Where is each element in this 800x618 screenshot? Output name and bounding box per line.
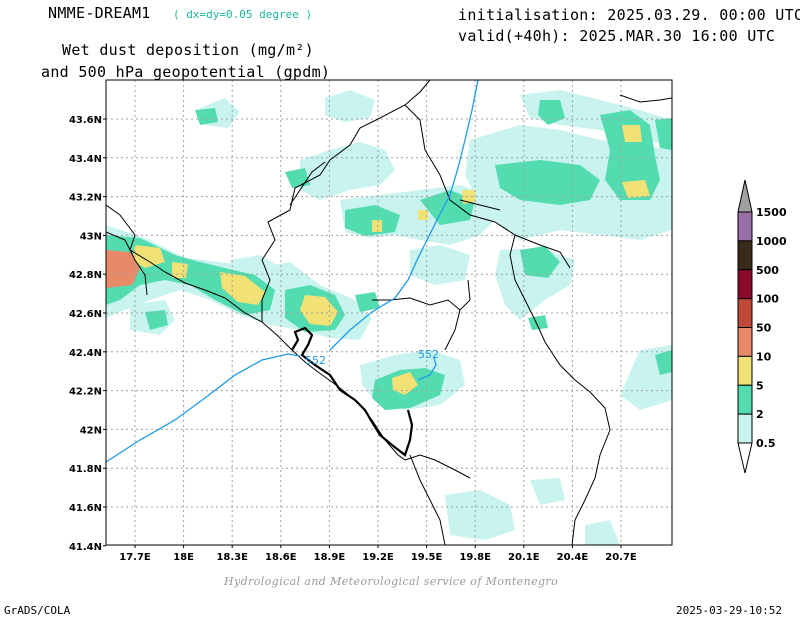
lat-label: 42N	[80, 425, 102, 436]
colorbar-label: 50	[756, 322, 772, 335]
deposition-level-5	[132, 125, 650, 395]
valid-time: valid(+40h): 2025.MAR.30 16:00 UTC	[458, 27, 776, 45]
colorbar-segment	[737, 355, 753, 386]
lon-label: 18.3E	[216, 552, 248, 563]
deposition-level-10	[106, 250, 140, 288]
lon-label: 20.7E	[605, 552, 637, 563]
colorbar-segment	[737, 298, 753, 328]
colorbar-bottom-arrow	[737, 442, 753, 474]
latitude-labels: 43.6N 43.4N 43.2N 43N 42.8N 42.6N 42.4N 42.2N 42…	[69, 115, 106, 553]
grads-label: GrADS/COLA	[4, 604, 71, 617]
lat-label: 43N	[80, 231, 102, 242]
lon-label: 20.4E	[557, 552, 589, 563]
lon-label: 18.9E	[314, 552, 346, 563]
lat-label: 43.6N	[69, 115, 102, 126]
contour-label-552-b: 552	[418, 348, 439, 361]
longitude-labels: 17.7E 18E 18.3E 18.6E 18.9E 19.2E 19.5E 19.8E 20…	[119, 545, 637, 563]
lat-label: 42.8N	[69, 270, 102, 281]
lat-label: 41.6N	[69, 503, 102, 514]
lat-label: 42.2N	[69, 387, 102, 398]
colorbar-top-arrow	[737, 179, 753, 213]
montenegro-border	[291, 326, 414, 457]
lat-label: 42.4N	[69, 348, 102, 359]
deposition-field	[106, 90, 672, 545]
lon-label: 18E	[173, 552, 194, 563]
colorbar-label: 1000	[756, 235, 787, 248]
colorbar-label: 10	[756, 350, 772, 363]
colorbar-label: 500	[756, 264, 779, 277]
title-line-1: Wet dust deposition (mg/m²)	[62, 41, 314, 59]
lon-label: 19.8E	[459, 552, 491, 563]
grid-lines	[106, 80, 672, 545]
colorbar-label: 100	[756, 293, 779, 306]
lon-label: 18.6E	[265, 552, 297, 563]
colorbar-segment	[737, 240, 753, 271]
lon-label: 17.7E	[119, 552, 151, 563]
credit-text: Hydrological and Meteorological service …	[224, 575, 559, 588]
init-time: initialisation: 2025.03.29. 00:00 UTC	[458, 6, 800, 24]
colorbar-segment	[737, 413, 753, 444]
lat-label: 41.4N	[69, 542, 102, 553]
lat-label: 43.2N	[69, 193, 102, 204]
model-name: NMME-DREAM1	[48, 4, 151, 22]
lat-label: 43.4N	[69, 154, 102, 165]
resolution-note: ( dx=dy=0.05 degree )	[173, 8, 313, 21]
timestamp-label: 2025-03-29-10:52	[676, 604, 782, 617]
colorbar-label: 1500	[756, 206, 787, 219]
colorbar-segment	[737, 384, 753, 415]
colorbar-segment	[737, 269, 753, 300]
lon-label: 19.2E	[362, 552, 394, 563]
lat-label: 42.6N	[69, 309, 102, 320]
geopotential-contours	[106, 80, 479, 463]
contour-label-552-a: 552	[305, 354, 326, 367]
lon-label: 19.5E	[411, 552, 443, 563]
colorbar-label: 2	[756, 408, 764, 421]
colorbar-label: 0.5	[756, 437, 776, 450]
colorbar-segment	[737, 327, 753, 357]
title-line-2: and 500 hPa geopotential (gpdm)	[41, 63, 331, 81]
colorbar: 1500 1000 500 100 50 10 5 2 0.5	[737, 179, 787, 474]
colorbar-segment	[737, 211, 753, 242]
colorbar-label: 5	[756, 379, 764, 392]
lon-label: 20.1E	[508, 552, 540, 563]
lat-label: 41.8N	[69, 464, 102, 475]
